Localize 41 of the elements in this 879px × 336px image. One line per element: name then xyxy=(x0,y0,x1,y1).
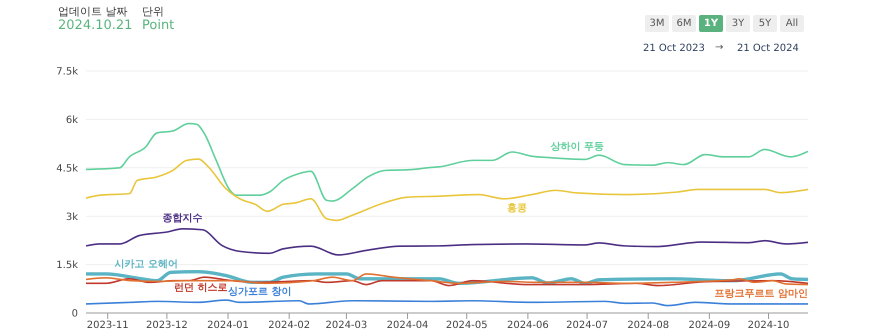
series-label: 홍콩 xyxy=(507,202,528,214)
y-tick-label: 7.5k xyxy=(56,66,78,78)
text: 3Y xyxy=(732,18,744,29)
text: 3M xyxy=(650,18,664,29)
x-tick-label: 2023-11 xyxy=(86,320,129,332)
y-tick-label: 4.5k xyxy=(56,163,78,174)
x-tick-label: 2024-09 xyxy=(688,320,730,332)
series-label: 싱가포르 창이 xyxy=(228,286,292,298)
x-tick-label: 2024-06 xyxy=(506,320,549,332)
text: 2024.10.21 xyxy=(58,18,132,33)
y-tick-label: 0 xyxy=(72,308,78,320)
line-series xyxy=(86,122,808,202)
text: → xyxy=(715,42,724,53)
text: All xyxy=(786,18,798,29)
x-tick-label: 2023-12 xyxy=(146,320,188,332)
line-series xyxy=(86,228,808,256)
text: Point xyxy=(142,18,174,33)
text: 21 Oct 2023 xyxy=(643,43,705,54)
x-tick-label: 2024-04 xyxy=(386,320,428,332)
text: 단위 xyxy=(142,5,164,18)
x-tick-label: 2024-01 xyxy=(207,320,249,332)
series-label: 시카고 오헤어 xyxy=(114,258,178,270)
series-label: 런던 히스로 xyxy=(174,282,228,294)
x-tick-label: 2024-08 xyxy=(627,320,670,332)
y-tick-label: 3k xyxy=(66,212,78,223)
series-label: 상하이 푸둥 xyxy=(550,141,604,152)
y-tick-label: 1.5k xyxy=(56,260,78,272)
text: 업데이트 날짜 xyxy=(58,5,128,18)
text: 1Y xyxy=(704,18,718,29)
text: 6M xyxy=(676,18,692,29)
x-tick-label: 2024-03 xyxy=(325,320,368,332)
line-series xyxy=(86,158,808,222)
x-tick-label: 2024-10 xyxy=(748,320,790,332)
text: 5Y xyxy=(758,18,772,29)
y-tick-label: 6k xyxy=(66,114,78,126)
series-label: 프랑크푸르트 암마인 xyxy=(714,288,808,300)
x-tick-label: 2024-05 xyxy=(446,320,488,332)
text: 21 Oct 2024 xyxy=(737,43,799,54)
x-tick-label: 2024-02 xyxy=(268,320,310,332)
series-label: 종합지수 xyxy=(162,212,203,224)
x-tick-label: 2024-07 xyxy=(566,320,608,332)
